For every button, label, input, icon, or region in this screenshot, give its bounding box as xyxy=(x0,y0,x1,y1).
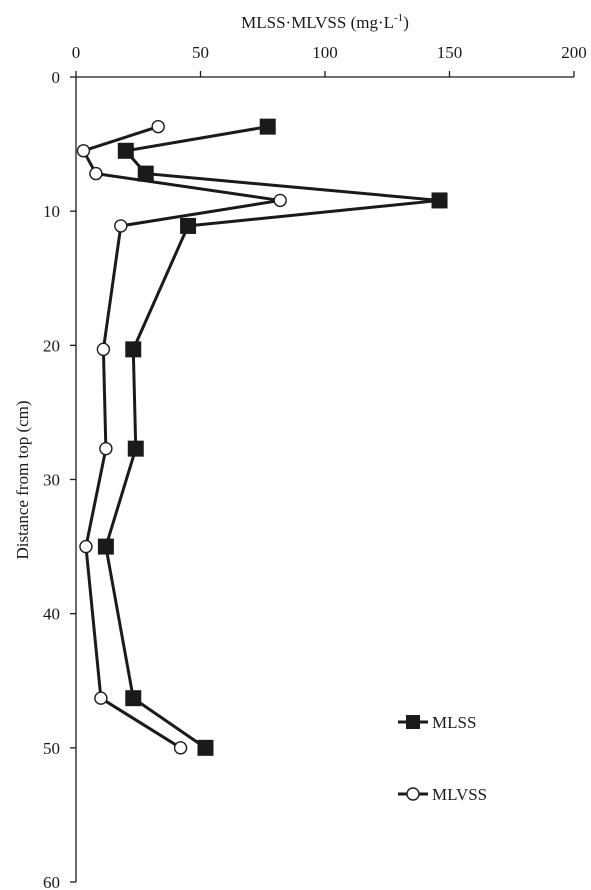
y-axis-title: Distance from top (cm) xyxy=(13,400,32,559)
data-point-mlvss xyxy=(89,166,103,181)
data-point-mlvss xyxy=(273,193,287,208)
y-tick-label: 60 xyxy=(43,873,60,890)
x-tick-label: 150 xyxy=(437,43,463,62)
y-tick-label: 30 xyxy=(43,471,60,490)
x-tick-label: 100 xyxy=(312,43,338,62)
x-axis-title-close: ) xyxy=(403,13,409,32)
x-tick-label: 0 xyxy=(72,43,81,62)
data-point-mlvss xyxy=(79,539,93,554)
axes: 0 50 100 150 200 0 10 20 30 40 50 60 xyxy=(43,43,587,890)
legend-item-mlvss: MLVSS xyxy=(398,785,487,804)
data-point-mlvss xyxy=(94,691,108,705)
data-point-mlvss xyxy=(114,219,128,233)
data-point-mlvss xyxy=(173,741,188,755)
legend-marker-mlvss xyxy=(406,787,420,801)
data-point-mlss xyxy=(127,440,144,457)
series-mlvss xyxy=(76,119,287,755)
y-tick-label: 40 xyxy=(43,605,60,624)
data-point-mlss xyxy=(180,217,197,234)
x-axis-title-superscript: -1 xyxy=(394,12,403,24)
x-axis-title: MLSS·MLVSS (mg·L-1) xyxy=(241,12,409,32)
y-tick-label: 0 xyxy=(52,68,61,87)
x-tick-label: 50 xyxy=(192,43,209,62)
series-layer xyxy=(76,118,448,756)
series-line-mlss xyxy=(104,125,440,750)
legend-label-mlvss: MLVSS xyxy=(432,785,487,804)
data-point-mlss xyxy=(259,118,276,135)
y-tick-label: 10 xyxy=(43,202,60,221)
data-point-mlss xyxy=(117,142,134,159)
data-point-mlss xyxy=(125,690,142,707)
data-point-mlss xyxy=(137,165,154,182)
series-line-mlvss xyxy=(81,125,281,750)
legend: MLSS MLVSS xyxy=(398,713,487,804)
data-point-mlss xyxy=(125,341,142,358)
series-mlss xyxy=(97,118,448,756)
legend-item-mlss: MLSS xyxy=(398,713,476,732)
data-point-mlvss xyxy=(76,144,91,158)
legend-label-mlss: MLSS xyxy=(432,713,476,732)
y-tick-label: 50 xyxy=(43,739,60,758)
x-axis-title-base: MLSS·MLVSS (mg·L xyxy=(241,13,394,32)
data-point-mlvss xyxy=(99,441,113,456)
data-point-mlvss xyxy=(151,119,165,134)
y-tick-label: 20 xyxy=(43,336,60,355)
legend-marker-mlss xyxy=(406,715,420,729)
data-point-mlss xyxy=(97,538,114,555)
data-point-mlss xyxy=(197,739,214,756)
data-point-mlss xyxy=(431,192,448,209)
x-tick-label: 200 xyxy=(561,43,587,62)
data-point-mlvss xyxy=(96,342,111,357)
